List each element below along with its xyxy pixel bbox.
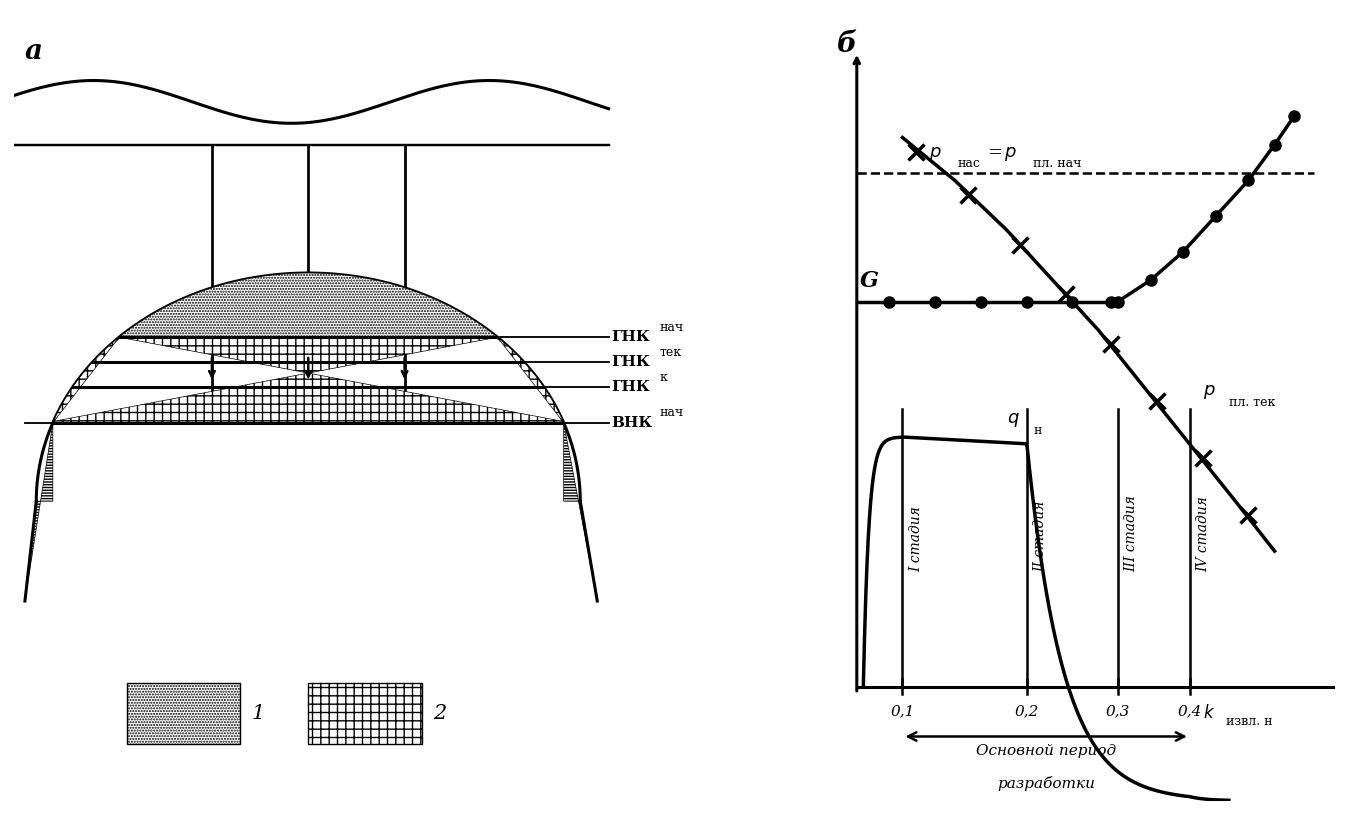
Text: 1: 1	[252, 703, 265, 723]
Text: $q$: $q$	[1006, 411, 1020, 429]
Polygon shape	[24, 422, 53, 601]
Text: II стадия: II стадия	[1034, 501, 1047, 573]
Text: G: G	[860, 270, 879, 292]
Polygon shape	[53, 337, 563, 422]
Text: Основной период: Основной период	[976, 743, 1117, 757]
Polygon shape	[563, 422, 597, 601]
Text: 2: 2	[432, 703, 446, 723]
Text: =: =	[987, 145, 1002, 163]
Text: 0,3: 0,3	[1106, 704, 1130, 718]
Text: 0,4: 0,4	[1178, 704, 1202, 718]
Text: нач: нач	[660, 406, 684, 419]
Text: нас: нас	[957, 157, 981, 170]
Text: к: к	[660, 371, 668, 383]
Text: извл. н: извл. н	[1225, 715, 1272, 728]
Text: 0,2: 0,2	[1015, 704, 1039, 718]
Text: разработки: разработки	[997, 775, 1095, 791]
Text: н: н	[1034, 424, 1042, 437]
Polygon shape	[126, 683, 241, 743]
Text: пл. тек: пл. тек	[1229, 395, 1276, 408]
Text: $k$: $k$	[1202, 704, 1214, 722]
Text: тек: тек	[660, 346, 681, 359]
Text: ГНК: ГНК	[612, 330, 650, 344]
Text: ГНК: ГНК	[612, 355, 650, 369]
Text: IV стадия: IV стадия	[1197, 497, 1210, 573]
Text: $p$: $p$	[929, 145, 941, 163]
Text: а: а	[24, 38, 44, 65]
Text: пл. нач: пл. нач	[1034, 157, 1081, 170]
Text: б: б	[838, 30, 857, 58]
Text: $p$: $p$	[1202, 383, 1216, 401]
Text: 0,1: 0,1	[891, 704, 915, 718]
Text: I стадия: I стадия	[908, 507, 923, 573]
Text: $p$: $p$	[1004, 145, 1016, 163]
Text: ВНК: ВНК	[612, 416, 653, 430]
Text: нач: нач	[660, 320, 684, 333]
Polygon shape	[120, 273, 498, 337]
Text: III стадия: III стадия	[1125, 496, 1138, 573]
Polygon shape	[309, 683, 422, 743]
Text: ГНК: ГНК	[612, 380, 650, 394]
